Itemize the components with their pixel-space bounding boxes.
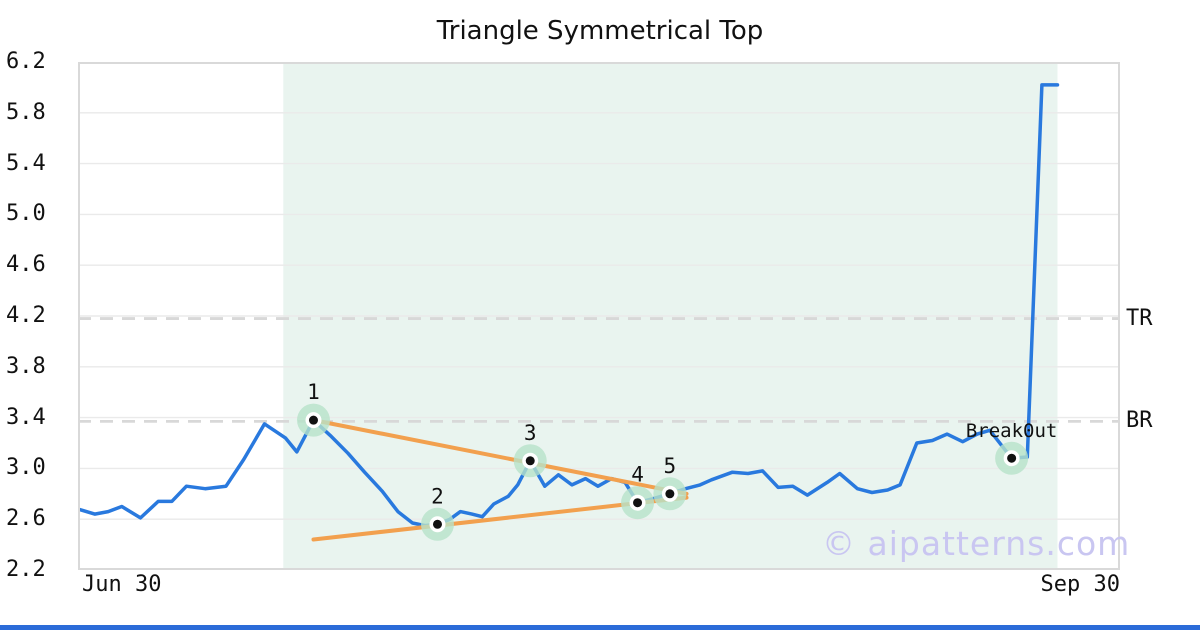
marker-dot [432,519,442,529]
level-label-BR: BR [1126,408,1153,434]
footer-accent-bar [0,625,1200,630]
y-tick-label: 5.8 [6,99,46,125]
y-tick-label: 4.6 [6,252,46,278]
y-tick-label: 5.4 [6,150,46,176]
plot-canvas: 1 2 3 4 5 Break0ut [78,62,1120,570]
marker-dot [308,415,318,425]
y-tick-label: 6.2 [6,49,46,74]
y-tick-label: 3.8 [6,353,46,379]
marker-dot [1007,453,1017,463]
marker-label-2: 2 [431,484,444,508]
plot-border [78,62,1120,570]
watermark: © aipatterns.com [822,524,1131,563]
y-tick-label: 5.0 [6,201,46,227]
price-line [78,83,1060,528]
y-tick-label: 2.2 [6,557,46,582]
level-label-TR: TR [1126,305,1153,331]
x-tick-start: Jun 30 [82,572,162,597]
chart-title: Triangle Symmetrical Top [436,16,764,46]
marker-label-1: 1 [307,380,320,404]
marker-dot [633,498,643,508]
trendline-upper [311,418,689,496]
marker-dot [525,456,535,466]
marker-label-5: 5 [664,454,677,478]
y-tick-label: 4.2 [6,303,46,328]
marker-dot [665,489,675,499]
y-tick-label: 3.4 [6,404,46,430]
marker-label-3: 3 [524,421,537,445]
y-tick-label: 2.6 [6,506,46,532]
marker-label-4: 4 [631,463,644,487]
y-tick-label: 3.0 [6,455,46,481]
marker-label-Break0ut: Break0ut [966,420,1058,442]
plot-area: 1 2 3 4 5 Break0ut [78,62,1120,570]
x-tick-end: Sep 30 [1040,572,1120,597]
